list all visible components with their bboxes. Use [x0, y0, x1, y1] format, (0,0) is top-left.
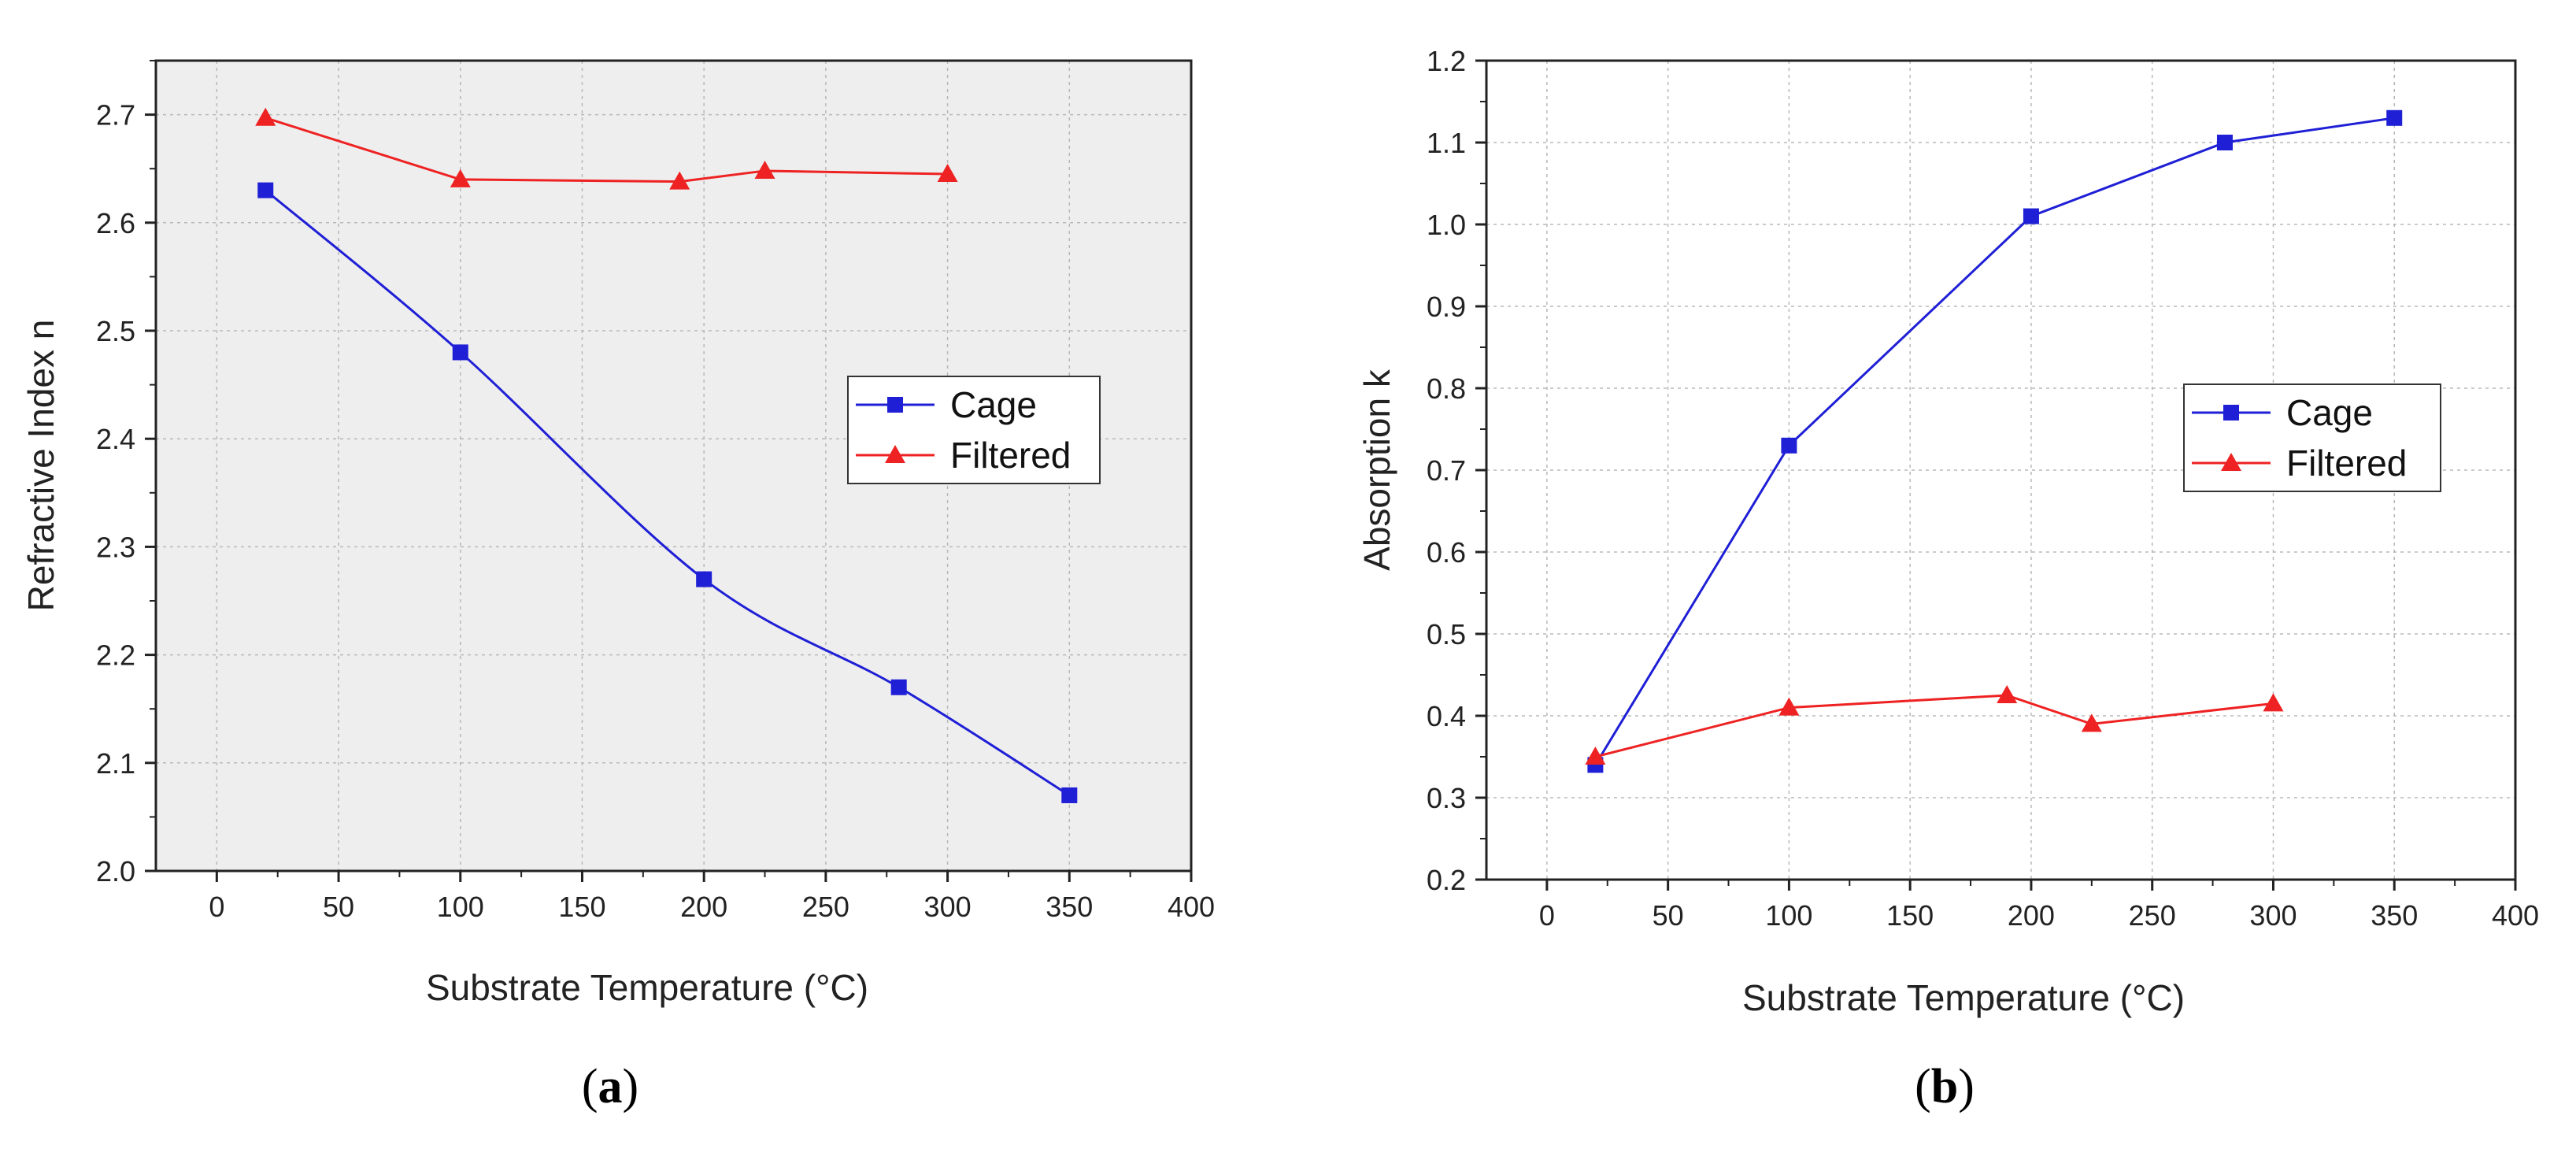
data-point-filtered — [2263, 693, 2284, 712]
data-point-cage — [1061, 787, 1078, 803]
legend-label-cage: Cage — [2286, 392, 2373, 433]
legend-marker-filtered — [2221, 453, 2241, 471]
series-line-cage — [265, 189, 1071, 797]
data-point-filtered — [669, 171, 690, 190]
data-point-filtered — [1778, 697, 1800, 716]
x-tick-label: 300 — [2249, 899, 2297, 932]
x-tick-label: 200 — [680, 891, 727, 923]
data-point-cage — [2023, 208, 2039, 224]
x-tick-label: 0 — [1539, 899, 1555, 932]
y-tick-label: 0.2 — [1427, 864, 1466, 896]
y-tick-label: 0.7 — [1427, 454, 1466, 487]
data-point-cage — [2216, 135, 2233, 150]
y-tick-label: 2.2 — [96, 639, 135, 672]
caption: (b) — [1915, 1060, 1975, 1113]
data-point-filtered — [754, 160, 775, 179]
caption-close-paren: ) — [623, 1060, 639, 1113]
chart-b: 0 50 100 150 200 250 300 350 400 0.2 0.3 0.4 0.5 0.6 0… — [1356, 45, 2539, 1113]
x-tick-label: 200 — [2008, 899, 2055, 932]
x-axis-label: Substrate Temperature (°C) — [1742, 977, 2185, 1018]
y-tick-label: 2.4 — [96, 423, 135, 455]
data-point-filtered — [1997, 685, 2018, 703]
y-tick-label: 2.0 — [96, 855, 135, 887]
x-tick-label: 300 — [924, 891, 972, 923]
plot-frame — [154, 59, 1193, 873]
y-tick-label: 0.6 — [1427, 536, 1466, 569]
data-point-cage — [890, 679, 907, 695]
x-tick-label: 400 — [1168, 891, 1215, 923]
x-tick-label: 50 — [1653, 899, 1684, 932]
y-tick-label: 0.8 — [1427, 372, 1466, 405]
y-tick-label: 2.3 — [96, 531, 135, 563]
x-tick-label: 150 — [558, 891, 605, 923]
data-point-filtered — [255, 107, 276, 126]
y-tick-label: 1.2 — [1427, 45, 1466, 77]
y-axis-label: Refractive Index n — [20, 320, 61, 612]
x-axis-label: Substrate Temperature (°C) — [426, 967, 868, 1008]
series-filtered — [255, 107, 958, 190]
y-axis-label: Absorption k — [1356, 369, 1397, 571]
x-tick-label: 250 — [2129, 899, 2176, 932]
legend-marker-filtered — [885, 445, 905, 463]
x-tick-label: 350 — [2371, 899, 2418, 932]
caption-close-paren: ) — [1958, 1060, 1975, 1113]
x-tick-label: 400 — [2492, 899, 2539, 932]
chart-a: 0 50 100 150 200 250 300 350 400 2.0 2.1 2.2 2.3 2.4 2… — [20, 59, 1215, 1113]
caption-open-paren: ( — [1915, 1060, 1931, 1113]
x-tick-label: 250 — [802, 891, 849, 923]
y-tick-label: 0.5 — [1427, 618, 1466, 650]
legend-marker-cage — [887, 397, 903, 413]
x-tick-label: 150 — [1886, 899, 1934, 932]
x-tick-label: 350 — [1046, 891, 1093, 923]
legend: Cage Filtered — [847, 376, 1101, 484]
data-point-filtered — [450, 169, 471, 187]
data-point-cage — [2386, 109, 2403, 126]
x-tick-label: 100 — [1765, 899, 1812, 932]
data-point-cage — [696, 571, 712, 587]
legend: Cage Filtered — [2183, 383, 2441, 492]
y-tick-label: 2.6 — [96, 207, 135, 239]
legend-label-cage: Cage — [950, 384, 1037, 425]
data-point-cage — [257, 182, 274, 198]
x-tick-label: 50 — [323, 891, 354, 923]
data-point-cage — [452, 344, 468, 361]
caption-open-paren: ( — [582, 1060, 598, 1113]
y-tick-label: 1.1 — [1427, 127, 1466, 159]
y-tick-label: 0.4 — [1427, 700, 1466, 732]
data-point-filtered — [937, 164, 958, 183]
caption-letter: a — [598, 1060, 623, 1113]
legend-label-filtered: Filtered — [2286, 443, 2407, 484]
series-filtered — [1585, 685, 2284, 765]
series-cage — [257, 182, 1078, 803]
legend-label-filtered: Filtered — [950, 435, 1071, 476]
y-tick-label: 0.9 — [1427, 291, 1466, 323]
y-tick-label: 0.3 — [1427, 782, 1466, 814]
data-point-cage — [1781, 437, 1797, 454]
x-tick-label: 0 — [209, 891, 224, 923]
y-tick-label: 1.0 — [1427, 209, 1466, 241]
legend-box — [847, 376, 1101, 484]
data-point-filtered — [1585, 747, 1606, 765]
y-tick-label: 2.7 — [96, 99, 135, 132]
legend-marker-cage — [2223, 405, 2239, 421]
x-tick-label: 100 — [437, 891, 484, 923]
y-tick-label: 2.5 — [96, 315, 135, 347]
legend-box — [2183, 383, 2441, 492]
caption-letter: b — [1931, 1060, 1958, 1113]
y-tick-label: 2.1 — [96, 747, 135, 780]
data-point-filtered — [2081, 713, 2102, 732]
caption: (a) — [582, 1060, 638, 1113]
